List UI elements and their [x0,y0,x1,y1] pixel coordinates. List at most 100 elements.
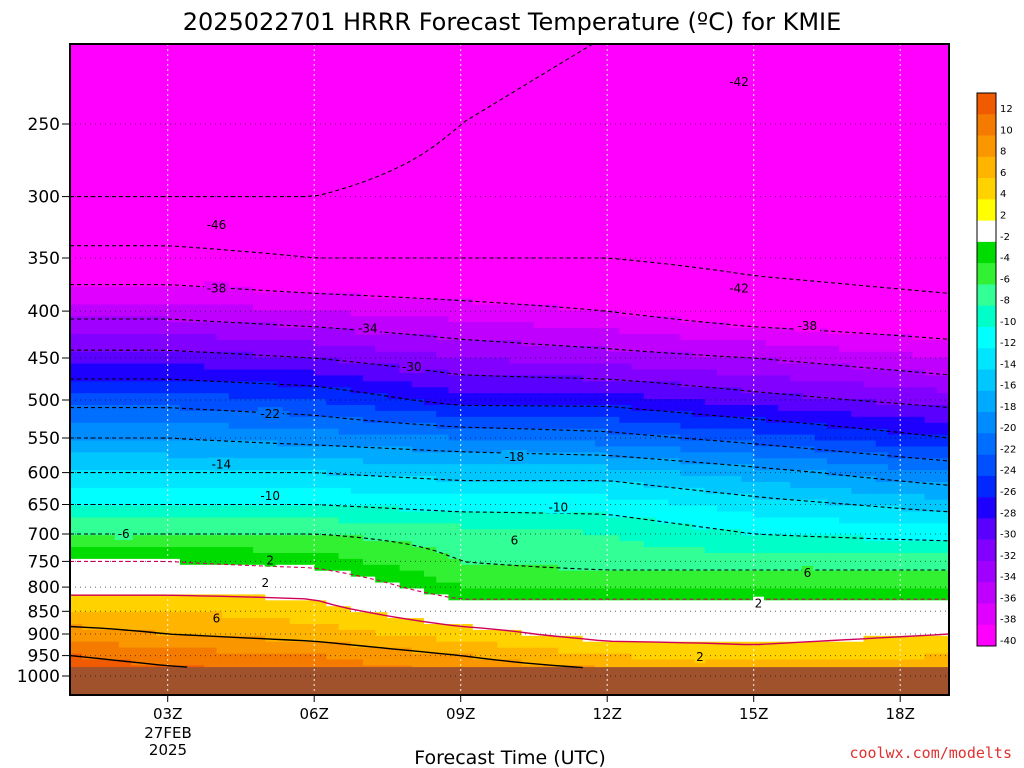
heat-cell [289,227,303,234]
heat-cell [387,268,401,276]
heat-cell [436,168,450,175]
heat-cell [228,363,242,371]
heat-cell [118,203,132,211]
heat-cell [460,547,474,554]
heat-cell [82,115,96,122]
heat-cell [131,618,144,625]
heat-cell [131,85,144,92]
heat-cell [216,304,230,311]
heat-cell [265,434,279,442]
heat-cell [216,310,230,317]
heat-cell [411,422,425,430]
heat-cell [607,381,620,388]
heat-cell [570,476,584,483]
heat-cell [521,191,535,199]
heat-cell [70,535,83,542]
heat-cell [314,280,327,288]
heat-cell [472,458,486,465]
heat-cell [204,405,218,412]
heat-cell [509,582,523,590]
heat-cell [216,97,230,104]
heat-cell [570,73,584,81]
heat-cell [424,168,437,175]
heat-cell [497,150,511,158]
heat-cell [424,570,437,578]
heat-cell [509,328,523,335]
heat-cell [607,298,620,305]
heat-cell [155,588,169,595]
heat-cell [204,191,218,199]
heat-cell [570,55,584,63]
heat-cell [70,97,83,104]
heat-cell [460,635,474,643]
heat-cell [216,162,230,169]
heat-cell [326,641,340,649]
heat-cell [582,251,596,258]
heat-cell [411,109,425,116]
heat-cell [179,126,193,134]
heat-cell [521,422,535,430]
heat-cell [326,180,340,187]
heat-cell [607,209,620,217]
heat-cell [607,274,620,282]
heat-cell [70,517,83,524]
heat-cell [521,523,535,530]
heat-cell [216,150,230,158]
heat-cell [106,174,120,181]
heat-cell [485,162,498,169]
heat-cell [192,85,205,92]
heat-cell [216,103,230,110]
heat-cell [179,647,193,655]
heat-cell [314,606,327,613]
heat-cell [179,357,193,365]
heat-cell [277,262,291,270]
heat-cell [253,156,266,163]
heat-cell [289,434,303,442]
heat-cell [131,268,144,276]
heat-cell [253,393,266,400]
heat-cell [509,274,523,282]
heat-cell [265,79,279,87]
heat-cell [521,262,535,270]
heat-cell [558,641,572,649]
heat-cell [363,61,376,69]
heat-cell [265,150,279,158]
heat-cell [167,547,181,554]
heat-cell [228,345,242,353]
heat-cell [277,132,291,140]
heat-cell [155,440,169,448]
heat-cell [436,274,450,282]
heat-cell [70,547,83,554]
heat-cell [399,227,413,234]
heat-cell [521,286,535,294]
heat-cell [582,55,596,63]
heat-cell [82,535,96,542]
heat-cell [131,434,144,442]
heat-cell [411,410,425,418]
heat-cell [143,393,157,400]
heat-cell [607,582,620,590]
heat-cell [106,55,120,63]
heat-cell [301,203,315,211]
heat-cell [594,257,608,264]
heat-cell [350,588,364,595]
heat-cell [607,647,620,655]
heat-cell [448,191,462,199]
heat-cell [521,517,535,524]
heat-cell [521,416,535,424]
heat-cell [485,197,498,205]
heat-cell [521,85,535,92]
heat-cell [509,162,523,169]
heat-cell [472,618,486,625]
heat-cell [558,257,572,264]
heat-cell [460,564,474,572]
heat-cell [582,481,596,489]
heat-cell [265,529,279,536]
heat-cell [253,333,266,341]
heat-cell [192,333,205,341]
heat-cell [472,416,486,424]
heat-cell [301,399,315,406]
heat-cell [350,103,364,110]
heat-cell [155,458,169,465]
heat-cell [399,91,413,98]
